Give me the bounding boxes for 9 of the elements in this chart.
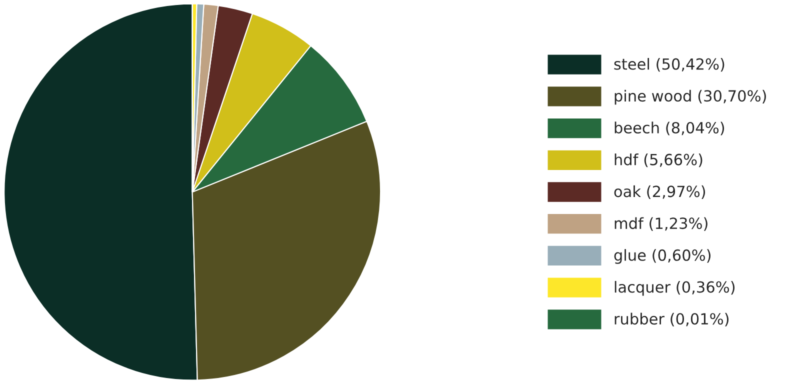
legend-label: mdf (1,23%)	[614, 217, 708, 231]
legend-label: oak (2,97%)	[614, 185, 706, 200]
legend-label: glue (0,60%)	[614, 249, 710, 264]
legend-label: pine wood (30,70%)	[614, 90, 766, 105]
legend-label: beech (8,04%)	[614, 122, 724, 136]
legend-label: lacquer (0,36%)	[614, 280, 735, 296]
legend-label: rubber (0,01%)	[614, 312, 728, 326]
legend-label: steel (50,42%)	[614, 58, 724, 72]
legend-label: hdf (5,66%)	[614, 154, 702, 168]
